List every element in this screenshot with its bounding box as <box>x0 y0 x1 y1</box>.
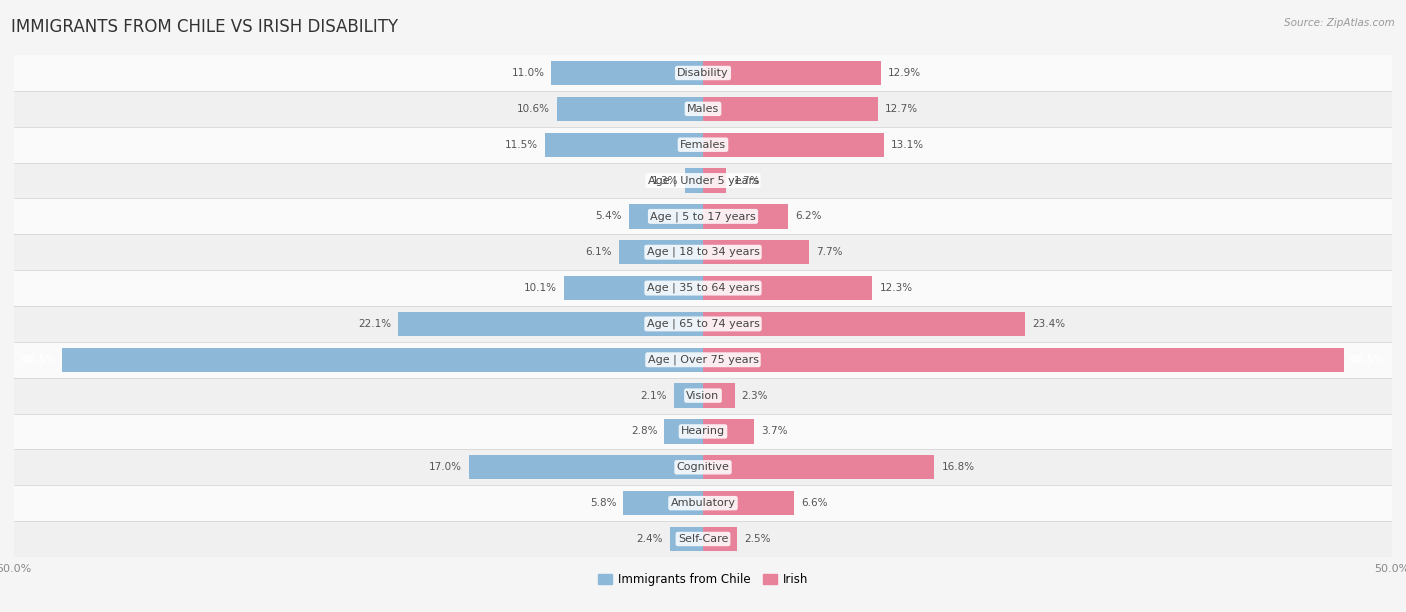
Text: 2.8%: 2.8% <box>631 427 658 436</box>
Bar <box>628 204 703 228</box>
Bar <box>703 384 735 408</box>
Bar <box>14 163 1392 198</box>
Text: Females: Females <box>681 140 725 150</box>
Text: 2.1%: 2.1% <box>641 390 668 401</box>
Bar <box>703 204 789 228</box>
Bar <box>14 234 1392 270</box>
Text: 12.9%: 12.9% <box>887 68 921 78</box>
Text: 2.5%: 2.5% <box>744 534 770 544</box>
Text: 2.4%: 2.4% <box>637 534 664 544</box>
Bar <box>703 491 794 515</box>
Bar <box>468 455 703 479</box>
Bar <box>14 127 1392 163</box>
Text: 5.8%: 5.8% <box>589 498 616 508</box>
Text: Cognitive: Cognitive <box>676 462 730 472</box>
Text: 46.5%: 46.5% <box>21 355 58 365</box>
Bar <box>14 449 1392 485</box>
Text: 10.1%: 10.1% <box>524 283 557 293</box>
Text: 11.0%: 11.0% <box>512 68 544 78</box>
Text: 5.4%: 5.4% <box>595 211 621 222</box>
Text: Age | 18 to 34 years: Age | 18 to 34 years <box>647 247 759 258</box>
Text: Age | Under 5 years: Age | Under 5 years <box>648 175 758 186</box>
Bar <box>703 240 808 264</box>
Legend: Immigrants from Chile, Irish: Immigrants from Chile, Irish <box>593 569 813 591</box>
Bar <box>14 414 1392 449</box>
Text: 13.1%: 13.1% <box>890 140 924 150</box>
Bar <box>703 455 935 479</box>
Bar <box>703 133 883 157</box>
Bar <box>14 198 1392 234</box>
Text: Source: ZipAtlas.com: Source: ZipAtlas.com <box>1284 18 1395 28</box>
Text: 1.7%: 1.7% <box>734 176 759 185</box>
Text: Hearing: Hearing <box>681 427 725 436</box>
Text: Males: Males <box>688 104 718 114</box>
Text: 16.8%: 16.8% <box>942 462 974 472</box>
Text: 46.5%: 46.5% <box>1348 355 1385 365</box>
Bar <box>619 240 703 264</box>
Text: 22.1%: 22.1% <box>359 319 392 329</box>
Bar <box>14 306 1392 342</box>
Bar <box>14 521 1392 557</box>
Text: 7.7%: 7.7% <box>815 247 842 257</box>
Text: 11.5%: 11.5% <box>505 140 537 150</box>
Bar <box>669 527 703 551</box>
Bar <box>703 419 754 444</box>
Text: Self-Care: Self-Care <box>678 534 728 544</box>
Bar <box>14 270 1392 306</box>
Bar <box>703 348 1344 372</box>
Bar <box>703 97 877 121</box>
Bar <box>544 133 703 157</box>
Text: Age | 65 to 74 years: Age | 65 to 74 years <box>647 319 759 329</box>
Bar <box>703 61 880 85</box>
Bar <box>14 378 1392 414</box>
Bar <box>557 97 703 121</box>
Bar <box>665 419 703 444</box>
Text: 23.4%: 23.4% <box>1032 319 1066 329</box>
Text: Age | Over 75 years: Age | Over 75 years <box>648 354 758 365</box>
Bar <box>685 168 703 193</box>
Text: 12.7%: 12.7% <box>884 104 918 114</box>
Text: Age | 5 to 17 years: Age | 5 to 17 years <box>650 211 756 222</box>
Bar <box>551 61 703 85</box>
Text: 6.1%: 6.1% <box>585 247 612 257</box>
Bar <box>564 276 703 300</box>
Text: Ambulatory: Ambulatory <box>671 498 735 508</box>
Bar <box>14 91 1392 127</box>
Bar <box>703 168 727 193</box>
Text: IMMIGRANTS FROM CHILE VS IRISH DISABILITY: IMMIGRANTS FROM CHILE VS IRISH DISABILIT… <box>11 18 398 36</box>
Text: Age | 35 to 64 years: Age | 35 to 64 years <box>647 283 759 293</box>
Text: 10.6%: 10.6% <box>517 104 550 114</box>
Bar <box>398 312 703 336</box>
Text: 3.7%: 3.7% <box>761 427 787 436</box>
Bar <box>623 491 703 515</box>
Bar <box>703 527 738 551</box>
Text: 6.6%: 6.6% <box>801 498 827 508</box>
Text: Vision: Vision <box>686 390 720 401</box>
Text: 1.3%: 1.3% <box>652 176 678 185</box>
Bar <box>703 312 1025 336</box>
Bar <box>703 276 873 300</box>
Text: 12.3%: 12.3% <box>879 283 912 293</box>
Bar <box>62 348 703 372</box>
Bar <box>673 384 703 408</box>
Text: Disability: Disability <box>678 68 728 78</box>
Text: 6.2%: 6.2% <box>796 211 823 222</box>
Bar <box>14 485 1392 521</box>
Bar <box>14 342 1392 378</box>
Bar <box>14 55 1392 91</box>
Text: 2.3%: 2.3% <box>741 390 768 401</box>
Text: 17.0%: 17.0% <box>429 462 461 472</box>
